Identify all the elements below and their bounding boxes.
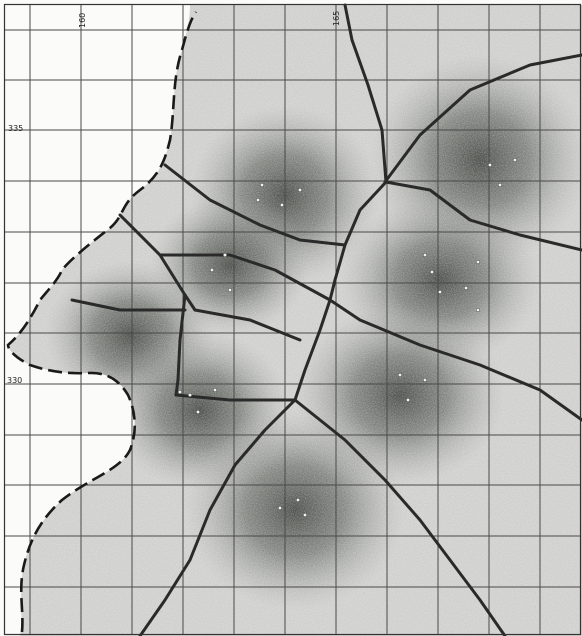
territory-boundary-4 [163,163,347,247]
nest-point [259,182,265,188]
grid-label-165: 165 [332,10,341,26]
coastline [6,11,198,633]
nest-point [422,377,428,383]
territory-boundary-13 [138,398,297,636]
territory-boundary-5 [383,53,582,184]
nest-point [422,252,428,258]
nest-point [463,285,469,291]
nest-point [187,392,193,398]
territory-boundary-10 [193,308,302,342]
nest-point [255,197,261,203]
grid-label-160: 160 [78,12,87,28]
nest-point [429,269,435,275]
nest-point [297,187,303,193]
nest-point [437,289,443,295]
territory-boundary-2 [384,180,582,252]
territory-boundary-6 [118,213,197,312]
territory-boundary-7 [158,253,332,302]
nest-point [475,259,481,265]
territory-boundary-12 [174,393,297,402]
territory-boundary-9 [328,298,582,422]
territory-boundary-14 [293,398,507,636]
grid-label-335: 335 [8,124,24,133]
nest-points [177,157,518,518]
map-frame [3,3,582,636]
territory-boundaries [70,3,582,636]
nest-point [279,202,285,208]
nest-point [487,162,493,168]
grid-lines [5,5,580,634]
nest-point [209,267,215,273]
nest-point [512,157,518,163]
grid-label-330: 330 [7,376,23,385]
nest-point [497,182,503,188]
nest-point [195,409,201,415]
territory-boundary-1 [343,3,388,184]
nest-point [397,372,403,378]
nest-point [212,387,218,393]
nest-point [222,252,228,258]
nest-point [277,505,283,511]
nest-point [227,287,233,293]
territory-boundary-11 [174,293,187,397]
nest-point [475,307,481,313]
nest-point [405,397,411,403]
territory-boundary-15 [70,298,187,312]
nest-point [302,512,308,518]
nest-point [295,497,301,503]
territory-boundary-8 [293,298,332,402]
nest-point [177,389,183,395]
